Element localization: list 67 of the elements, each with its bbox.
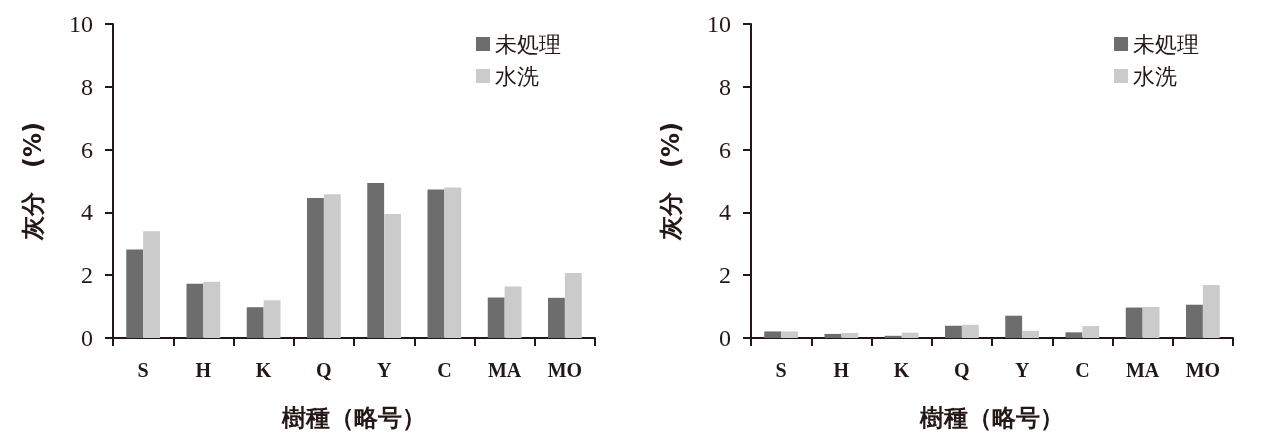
x-tick-label: S [775,359,787,381]
y-tick-label: 8 [719,73,731,100]
legend-label: 未処理 [495,31,561,57]
x-tick-label: MO [547,359,583,381]
bar [548,297,565,338]
x-tick-label: C [437,359,452,381]
bar [203,281,221,338]
bar [1005,315,1023,338]
y-axis-title: 灰分 (%) [657,122,685,241]
x-tick-label: K [255,359,272,381]
bar [367,182,385,338]
bar [1022,330,1039,338]
y-tick-label: 0 [719,325,731,351]
x-tick-label: K [893,359,910,381]
bar [263,300,281,338]
y-tick-label: 0 [81,325,93,351]
x-tick-label: H [195,359,212,381]
bar [323,194,341,338]
x-tick-label: S [137,359,149,381]
bar [824,333,842,338]
bar [945,325,962,338]
y-tick-label: 8 [81,73,93,100]
y-tick-label: 10 [69,11,93,37]
legend-label: 水洗 [495,63,539,89]
bar [1202,284,1220,338]
bar [504,286,522,338]
legend-label: 水洗 [1133,63,1177,89]
x-tick-label: Q [316,359,332,381]
x-tick-label: Y [376,359,392,381]
x-axis-title: 樹種（略号） [919,404,1064,432]
bar [564,273,582,338]
bar [841,332,859,338]
bar [781,331,798,338]
bar [1125,307,1143,338]
legend-label: 未処理 [1133,31,1199,57]
bar [427,189,445,338]
x-tick-label: Y [1014,359,1030,381]
x-tick-label: MO [1185,359,1221,381]
bar [143,231,160,338]
bar [961,324,979,338]
x-tick-label: MA [1125,359,1160,381]
bar [884,335,902,338]
bar [384,213,401,338]
y-axis-title: 灰分 (%) [19,122,47,241]
x-tick-label: MA [487,359,522,381]
bar [307,197,324,338]
bar [764,331,782,338]
y-tick-label: 6 [81,136,93,163]
bar [186,283,204,338]
x-tick-label: H [833,359,850,381]
y-tick-label: 2 [81,262,93,289]
y-tick-label: 2 [719,262,731,289]
bar [444,187,462,338]
y-tick-label: 4 [81,199,93,226]
y-tick-label: 6 [719,136,731,163]
y-tick-label: 4 [719,199,731,226]
bar [126,249,144,338]
x-tick-label: C [1075,359,1090,381]
y-tick-label: 10 [707,11,731,37]
bar [1082,326,1100,338]
bar [246,307,264,338]
x-tick-label: Q [954,359,970,381]
bar [1142,306,1160,338]
bar [1186,304,1203,338]
bar [1065,332,1083,338]
x-axis-title: 樹種（略号） [281,404,426,432]
bar [487,297,505,338]
